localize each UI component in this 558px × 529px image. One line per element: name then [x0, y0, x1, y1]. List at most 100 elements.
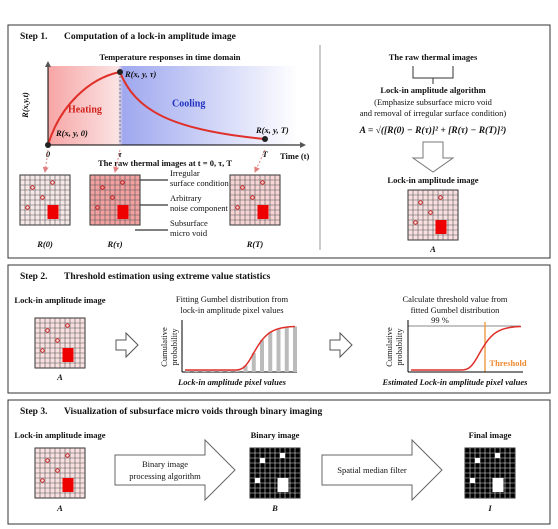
- step-heading: Visualization of subsurface micro voids …: [64, 407, 322, 417]
- noise: [45, 328, 50, 333]
- section-title: Lock-in amplitude image: [387, 175, 478, 185]
- noise: [25, 205, 30, 210]
- noise: [40, 195, 45, 200]
- threshold-label: Threshold: [489, 358, 526, 368]
- section-title: Calculate threshold value from: [402, 294, 507, 304]
- temperature-curve: [47, 70, 266, 146]
- percent-label: 99 %: [431, 315, 449, 325]
- chart-background: [48, 66, 298, 145]
- annotation: surface condition: [170, 178, 230, 188]
- step-label: Step 1.: [20, 32, 47, 42]
- image-label: A: [429, 244, 436, 254]
- step2-box: [7, 264, 551, 394]
- process-arrow: [114, 438, 236, 502]
- noise: [240, 185, 245, 190]
- noise: [428, 210, 433, 215]
- bracket: [412, 66, 454, 84]
- histogram-bar: [293, 326, 297, 372]
- image-label: A: [56, 503, 63, 513]
- down-arrow: [411, 141, 455, 173]
- y-axis-label: probability: [394, 328, 404, 366]
- spot: [255, 478, 260, 483]
- spot: [470, 478, 475, 483]
- histogram-bar: [210, 370, 215, 372]
- image-label: A: [56, 372, 63, 382]
- point: [262, 136, 268, 142]
- step-label: Step 3.: [20, 407, 47, 417]
- annotation: Subsurface: [170, 218, 208, 228]
- noise: [413, 220, 418, 225]
- y-axis-label: Cumulative: [384, 327, 394, 367]
- step-label: Step 2.: [20, 272, 47, 282]
- annotation: Arbitrary: [170, 193, 202, 203]
- noise: [55, 468, 60, 473]
- image-label: R(0): [36, 239, 53, 249]
- void: [47, 205, 59, 219]
- void: [277, 478, 289, 492]
- y-axis-label: Cumulative: [159, 327, 169, 367]
- annotation: Irregular: [170, 168, 200, 178]
- x-tick-label: T: [262, 149, 268, 159]
- histogram-bar: [251, 352, 256, 372]
- step1-box: [7, 24, 551, 259]
- noise: [235, 205, 240, 210]
- noise: [250, 195, 255, 200]
- noise: [40, 348, 45, 353]
- spot: [280, 453, 285, 458]
- noise: [418, 200, 423, 205]
- void: [117, 205, 129, 219]
- cooling-label: Cooling: [172, 98, 205, 109]
- noise: [110, 195, 115, 200]
- histogram-bar: [194, 370, 198, 372]
- x-tick-label: τ: [118, 149, 122, 159]
- annotation: noise component: [170, 203, 228, 213]
- image-label: R(T): [246, 239, 264, 249]
- spot: [260, 458, 265, 463]
- heating-label: Heating: [68, 104, 102, 115]
- section-title: Lock-in amplitude image: [14, 430, 105, 440]
- spot: [475, 458, 480, 463]
- process-label: processing algorithm: [129, 471, 201, 481]
- histogram-bar: [284, 327, 289, 372]
- image-label: B: [271, 503, 278, 513]
- annotation: micro void: [170, 228, 208, 238]
- histogram-bar: [235, 369, 240, 372]
- image-label: R(τ): [106, 239, 122, 249]
- void: [492, 478, 504, 492]
- noise: [65, 323, 70, 328]
- section-title: Binary image: [251, 430, 300, 440]
- histogram-bar: [276, 328, 281, 372]
- void: [257, 205, 269, 219]
- step-heading: Computation of a lock-in amplitude image: [64, 32, 236, 42]
- fitted-curve: [411, 325, 522, 371]
- spot: [495, 453, 500, 458]
- section-title: lock-in amplitude pixel values: [180, 305, 283, 315]
- noise: [260, 180, 265, 185]
- noise: [438, 195, 443, 200]
- section-title: The raw thermal images: [389, 52, 478, 62]
- x-axis-label: Time (t): [280, 151, 310, 161]
- histogram-bar: [202, 370, 207, 372]
- histogram-bar: [260, 339, 264, 372]
- section-title: fitted Gumbel distribution: [411, 305, 501, 315]
- noise: [45, 458, 50, 463]
- y-axis-label: probability: [169, 328, 179, 366]
- histogram-bar: [218, 370, 223, 372]
- image-label: I: [487, 503, 492, 513]
- histogram-bar: [268, 332, 273, 372]
- y-axis-label: R(x,y,t): [20, 92, 30, 119]
- point-label: R(x, y, T): [255, 125, 289, 135]
- step-heading: Threshold estimation using extreme value…: [64, 272, 271, 282]
- step3-box: [7, 399, 551, 525]
- histogram-bar: [227, 369, 231, 372]
- void: [62, 348, 74, 362]
- void: [62, 478, 74, 492]
- noise: [100, 185, 105, 190]
- section-title: Fitting Gumbel distribution from: [176, 294, 289, 304]
- section-title: Lock-in amplitude image: [14, 295, 105, 305]
- noise: [30, 185, 35, 190]
- formula: A = √([R(0) − R(τ)]² + [R(τ) − R(T)]²): [359, 125, 507, 136]
- arrow: [329, 331, 353, 359]
- x-axis-label: Lock-in amplitude pixel values: [177, 377, 287, 387]
